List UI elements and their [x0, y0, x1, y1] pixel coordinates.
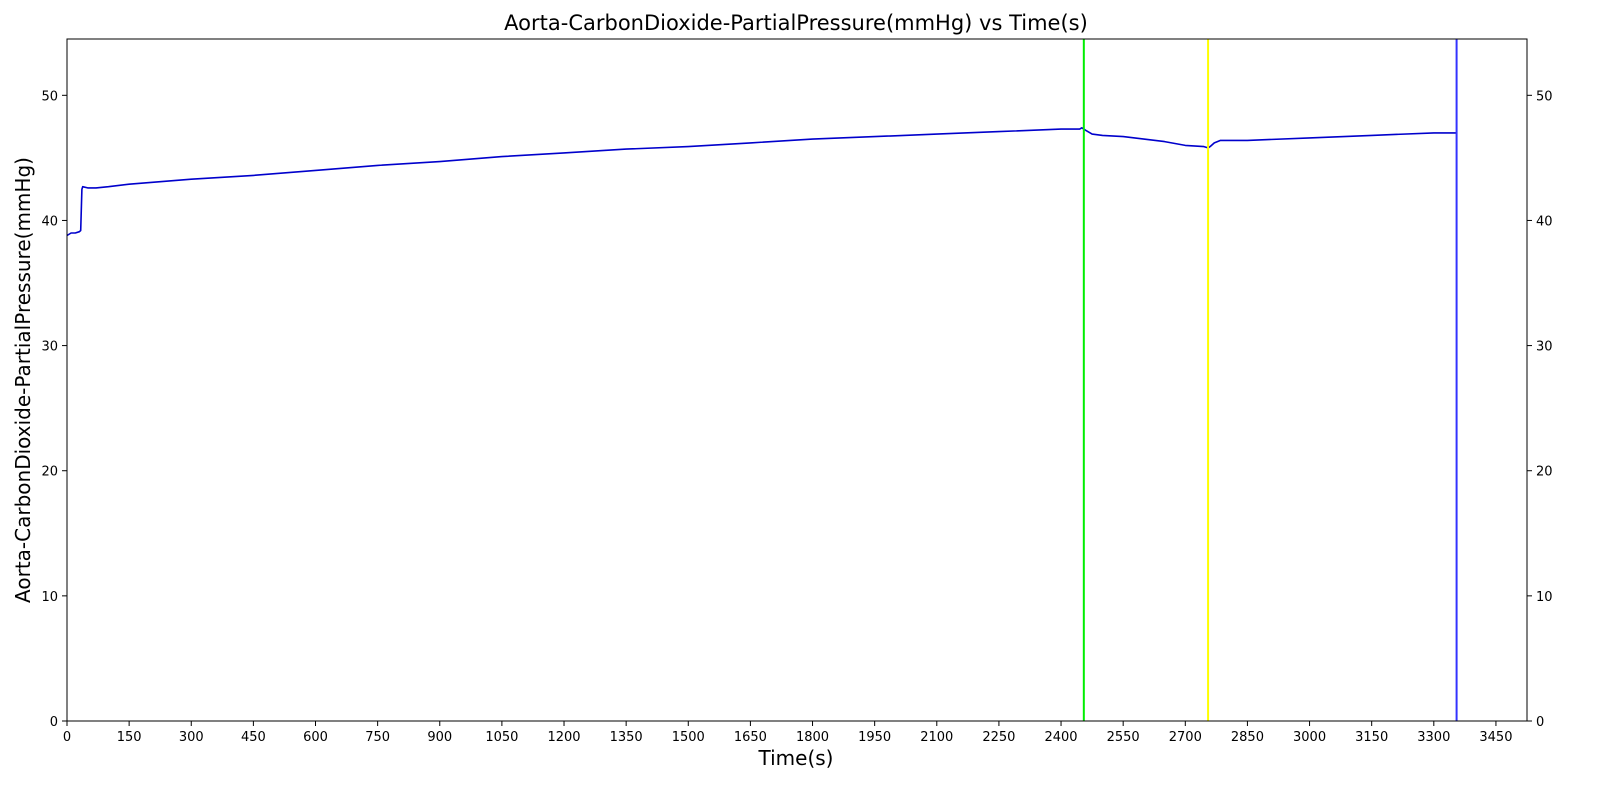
x-tick-label: 3150: [1355, 730, 1388, 745]
y-tick-label-left: 10: [41, 590, 58, 605]
y-tick-label-right: 0: [1536, 715, 1544, 730]
y-tick-label-left: 30: [41, 340, 58, 355]
y-axis-left: 0 10 20 30 40 50: [41, 89, 67, 730]
x-tick-label: 2850: [1231, 730, 1264, 745]
x-tick-label: 3000: [1293, 730, 1326, 745]
y-tick-label-left: 50: [41, 89, 58, 104]
x-tick-label: 3300: [1417, 730, 1450, 745]
x-tick-label: 750: [365, 730, 390, 745]
y-tick-label-right: 10: [1536, 590, 1553, 605]
y-tick-label-left: 40: [41, 214, 58, 229]
x-tick-label: 1200: [547, 730, 580, 745]
x-tick-label: 1650: [734, 730, 767, 745]
x-tick-label: 300: [179, 730, 204, 745]
y-tick-label-right: 50: [1536, 89, 1553, 104]
x-tick-label: 2250: [982, 730, 1015, 745]
y-tick-label-right: 20: [1536, 465, 1553, 480]
y-tick-label-left: 0: [50, 715, 58, 730]
x-tick-label: 1500: [672, 730, 705, 745]
x-tick-label: 2400: [1044, 730, 1077, 745]
x-tick-label: 1050: [485, 730, 518, 745]
plot-frame: [66, 38, 1528, 722]
x-axis-title: Time(s): [758, 746, 834, 770]
chart-title: Aorta-CarbonDioxide-PartialPressure(mmHg…: [504, 11, 1088, 35]
y-axis-title: Aorta-CarbonDioxide-PartialPressure(mmHg…: [11, 157, 35, 603]
y-axis-right: 0 10 20 30 40 50: [1527, 89, 1553, 730]
x-tick-label: 0: [63, 730, 71, 745]
x-axis: 0 150 300 450 600 750 900 1050 1200 1350 1500 1650 1…: [63, 721, 1512, 745]
y-tick-label-right: 40: [1536, 214, 1553, 229]
series-line-0: [66, 127, 1457, 237]
plot-area: [66, 39, 1458, 721]
y-tick-label-left: 20: [41, 465, 58, 480]
x-tick-label: 2550: [1107, 730, 1140, 745]
x-tick-label: 2100: [920, 730, 953, 745]
y-tick-label-right: 30: [1536, 340, 1553, 355]
x-tick-label: 600: [303, 730, 328, 745]
x-tick-label: 3450: [1479, 730, 1512, 745]
x-tick-label: 1950: [858, 730, 891, 745]
x-tick-label: 150: [117, 730, 142, 745]
x-tick-label: 1800: [796, 730, 829, 745]
x-tick-label: 2700: [1169, 730, 1202, 745]
x-tick-label: 1350: [610, 730, 643, 745]
x-tick-label: 450: [241, 730, 266, 745]
x-tick-label: 900: [427, 730, 452, 745]
